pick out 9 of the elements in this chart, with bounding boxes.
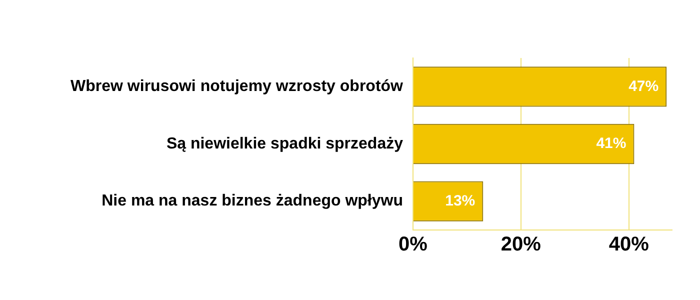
y-tick-label: Nie ma na nasz biznes żadnego wpływu xyxy=(102,192,403,210)
y-tick-label: Wbrew wirusowi notujemy wzrosty obrotów xyxy=(70,78,404,96)
data-label: 47% xyxy=(628,78,659,95)
data-label: 41% xyxy=(596,135,626,152)
x-tick-label: 0% xyxy=(398,234,428,256)
x-tick-label: 20% xyxy=(500,234,542,256)
data-label: 13% xyxy=(445,192,476,210)
x-tick-label: 40% xyxy=(608,234,650,256)
y-tick-label: Są niewielkie spadki sprzedaży xyxy=(166,135,404,152)
